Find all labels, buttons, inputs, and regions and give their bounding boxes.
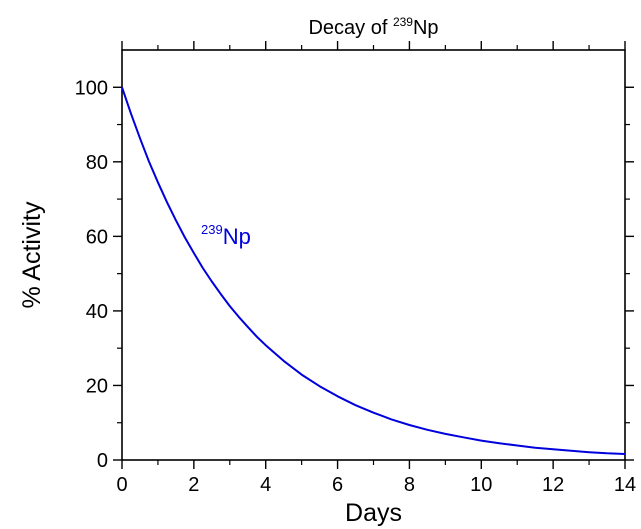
x-tick-label: 2 (188, 474, 199, 496)
series-label: 239Np (201, 222, 251, 249)
series-line (121, 86, 626, 455)
series-label-text: Np (223, 224, 251, 249)
x-tick-label: 8 (404, 474, 415, 496)
x-tick-label: 4 (260, 474, 271, 496)
y-tick-label: 0 (97, 450, 108, 472)
x-tick-label: 10 (470, 474, 492, 496)
y-tick-label: 100 (75, 77, 108, 99)
chart-title-superscript: 239 (393, 15, 413, 29)
series-label-superscript: 239 (201, 222, 223, 237)
y-tick-label: 20 (86, 375, 108, 397)
x-axis-label: Days (345, 499, 402, 527)
axis-ticks: 0 2 4 6 8 10 12 14 0 20 40 60 80 100 (75, 41, 636, 496)
x-tick-label: 6 (332, 474, 343, 496)
y-tick-label: 60 (86, 226, 108, 248)
x-tick-label: 12 (542, 474, 564, 496)
y-tick-label: 80 (86, 152, 108, 174)
chart-title: Decay of 239Np (308, 15, 438, 39)
x-tick-label: 14 (614, 474, 636, 496)
y-tick-label: 40 (86, 301, 108, 323)
series-layer: 239Np (121, 86, 626, 455)
y-axis-label: % Activity (18, 201, 46, 308)
x-tick-label: 0 (116, 474, 127, 496)
chart-title-prefix: Decay of (308, 17, 392, 39)
chart-title-suffix: Np (413, 17, 439, 39)
plot-frame (121, 49, 626, 461)
